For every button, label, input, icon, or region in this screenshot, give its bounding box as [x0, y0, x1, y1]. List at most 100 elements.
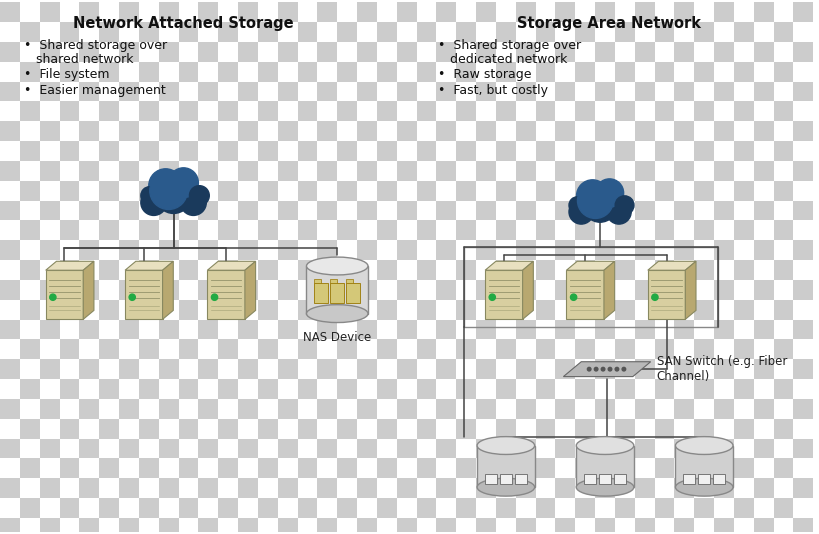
Bar	[753, 300, 772, 319]
Bar	[713, 498, 733, 518]
Bar	[159, 82, 179, 101]
Bar	[218, 300, 238, 319]
Bar	[654, 478, 674, 498]
Bar	[257, 399, 278, 419]
Bar	[356, 2, 377, 22]
Bar	[99, 141, 119, 161]
Bar	[694, 2, 713, 22]
Bar	[793, 2, 812, 22]
Bar	[257, 221, 278, 240]
Bar	[595, 221, 614, 240]
Bar	[138, 359, 159, 379]
Bar	[515, 121, 535, 141]
Bar	[614, 240, 634, 260]
Bar	[238, 141, 257, 161]
Bar	[39, 498, 60, 518]
Bar	[297, 340, 317, 359]
Bar	[39, 42, 60, 62]
Bar	[455, 62, 476, 82]
Bar	[297, 300, 317, 319]
Bar	[535, 101, 554, 121]
Bar	[278, 42, 297, 62]
Bar	[317, 518, 337, 534]
Bar	[159, 180, 179, 201]
Bar	[356, 101, 377, 121]
Bar	[377, 478, 396, 498]
Bar	[554, 260, 575, 280]
Bar	[297, 518, 317, 534]
Bar	[20, 141, 39, 161]
Bar	[138, 161, 159, 180]
Bar	[238, 280, 257, 300]
Bar	[634, 340, 654, 359]
Bar	[60, 498, 79, 518]
Bar	[694, 161, 713, 180]
Bar	[554, 82, 575, 101]
Bar	[614, 340, 634, 359]
Bar	[575, 478, 595, 498]
Bar	[238, 240, 257, 260]
Bar	[39, 141, 60, 161]
Circle shape	[180, 190, 206, 215]
Bar	[654, 438, 674, 458]
Bar	[337, 201, 356, 221]
Bar	[575, 518, 595, 534]
Bar	[396, 42, 416, 62]
Bar	[179, 518, 198, 534]
Bar	[79, 62, 99, 82]
Bar	[713, 22, 733, 42]
Bar	[297, 438, 317, 458]
Bar	[0, 121, 20, 141]
Bar	[198, 121, 218, 141]
Bar	[733, 280, 753, 300]
Circle shape	[600, 367, 604, 371]
Bar	[495, 161, 515, 180]
Bar	[257, 280, 278, 300]
Bar	[278, 359, 297, 379]
Bar	[733, 82, 753, 101]
FancyBboxPatch shape	[566, 270, 604, 319]
Bar	[436, 82, 455, 101]
Bar	[79, 359, 99, 379]
Text: •  Easier management: • Easier management	[24, 83, 165, 97]
Bar	[753, 180, 772, 201]
Bar	[733, 201, 753, 221]
Bar	[297, 82, 317, 101]
Bar	[99, 340, 119, 359]
Polygon shape	[125, 261, 173, 270]
Bar	[595, 22, 614, 42]
Bar	[793, 42, 812, 62]
Bar	[99, 42, 119, 62]
FancyBboxPatch shape	[599, 474, 610, 484]
Bar	[198, 478, 218, 498]
FancyBboxPatch shape	[571, 205, 627, 218]
Bar	[634, 62, 654, 82]
Bar	[694, 240, 713, 260]
Bar	[515, 319, 535, 340]
Bar	[297, 101, 317, 121]
Bar	[218, 180, 238, 201]
Bar	[159, 221, 179, 240]
Bar	[733, 180, 753, 201]
Bar	[793, 359, 812, 379]
Bar	[772, 300, 793, 319]
Bar	[674, 141, 694, 161]
Bar	[337, 121, 356, 141]
Bar	[554, 300, 575, 319]
Bar	[337, 280, 356, 300]
Bar	[535, 518, 554, 534]
Bar	[238, 82, 257, 101]
Bar	[476, 280, 495, 300]
Bar	[238, 438, 257, 458]
Bar	[733, 141, 753, 161]
Bar	[356, 319, 377, 340]
Bar	[317, 82, 337, 101]
Bar	[179, 101, 198, 121]
Bar	[694, 121, 713, 141]
Bar	[554, 101, 575, 121]
Bar	[377, 101, 396, 121]
Bar	[733, 340, 753, 359]
Bar	[455, 260, 476, 280]
Bar	[753, 101, 772, 121]
Bar	[159, 438, 179, 458]
